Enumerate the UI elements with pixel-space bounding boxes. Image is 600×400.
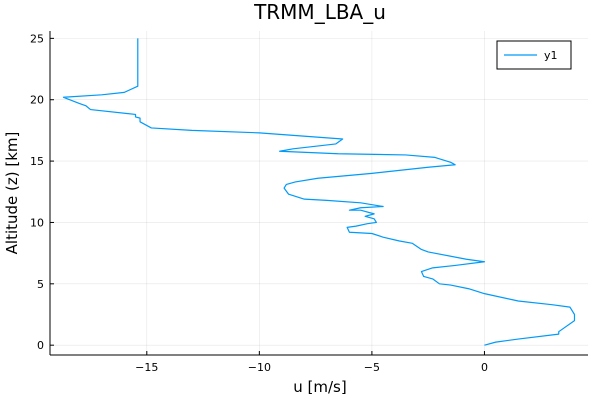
- series-line-y1: [62, 38, 576, 346]
- series-layer: [62, 38, 576, 346]
- x-tick-label: 0: [481, 361, 488, 374]
- x-tick-label: −15: [135, 361, 158, 374]
- grid: [50, 31, 588, 355]
- y-tick-label: 15: [30, 155, 44, 168]
- x-tick-label: −10: [248, 361, 271, 374]
- chart-title: TRMM_LBA_u: [253, 0, 386, 24]
- x-axis-label: u [m/s]: [293, 378, 346, 396]
- y-tick-label: 25: [30, 32, 44, 45]
- legend: y1: [496, 40, 572, 70]
- x-tick-label: −5: [364, 361, 380, 374]
- axes: −15 −10 −5 0 0 5 10 15 20 25: [30, 31, 588, 374]
- y-tick-label: 5: [37, 278, 44, 291]
- y-axis-label: Altitude (z) [km]: [3, 132, 21, 255]
- y-tick-label: 0: [37, 339, 44, 352]
- y-tick-label: 20: [30, 94, 44, 107]
- y-tick-label: 10: [30, 216, 44, 229]
- legend-label-y1: y1: [544, 49, 558, 62]
